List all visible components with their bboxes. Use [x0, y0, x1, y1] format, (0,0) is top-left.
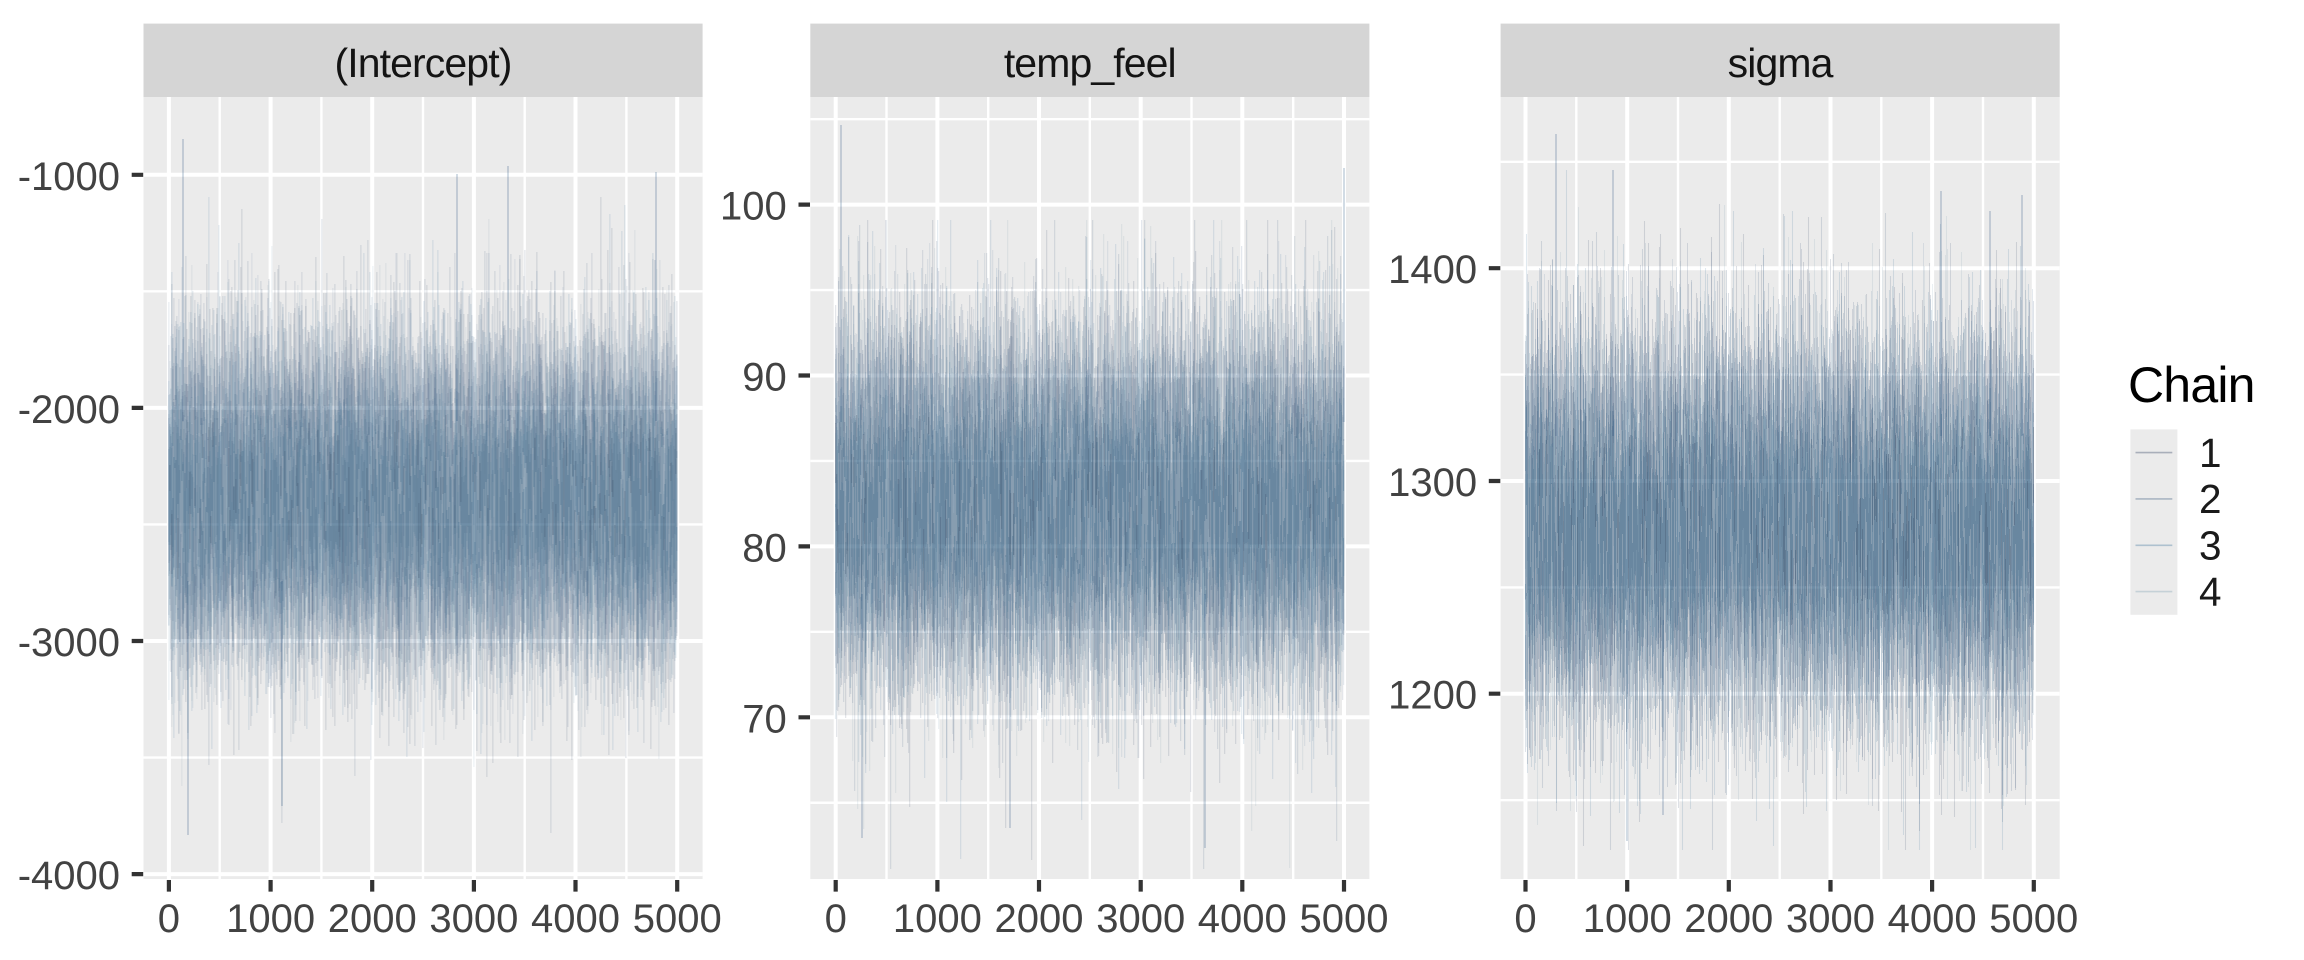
svg-text:2: 2	[2199, 476, 2222, 522]
svg-text:(Intercept): (Intercept)	[335, 40, 512, 86]
svg-text:100: 100	[720, 185, 787, 229]
svg-text:5000: 5000	[1989, 897, 2078, 941]
svg-text:1400: 1400	[1388, 248, 1477, 292]
svg-text:70: 70	[742, 697, 787, 741]
svg-text:1300: 1300	[1388, 461, 1477, 505]
svg-text:1000: 1000	[1583, 897, 1672, 941]
svg-text:1: 1	[2199, 430, 2222, 476]
svg-text:5000: 5000	[633, 897, 722, 941]
svg-text:3000: 3000	[1786, 897, 1875, 941]
svg-text:1000: 1000	[893, 897, 982, 941]
svg-text:-4000: -4000	[18, 854, 120, 898]
svg-text:3000: 3000	[429, 897, 518, 941]
svg-text:0: 0	[158, 897, 180, 941]
svg-text:4000: 4000	[1198, 897, 1287, 941]
svg-text:1200: 1200	[1388, 674, 1477, 718]
svg-text:-2000: -2000	[18, 388, 120, 432]
svg-text:-1000: -1000	[18, 155, 120, 199]
svg-text:2000: 2000	[995, 897, 1084, 941]
svg-text:2000: 2000	[1684, 897, 1773, 941]
svg-text:80: 80	[742, 526, 787, 570]
svg-text:0: 0	[825, 897, 847, 941]
svg-text:4000: 4000	[1888, 897, 1977, 941]
svg-text:temp_feel: temp_feel	[1004, 40, 1176, 86]
svg-text:4000: 4000	[531, 897, 620, 941]
svg-text:2000: 2000	[328, 897, 417, 941]
svg-text:5000: 5000	[1300, 897, 1389, 941]
svg-text:3000: 3000	[1096, 897, 1185, 941]
svg-text:1000: 1000	[226, 897, 315, 941]
svg-text:90: 90	[742, 356, 787, 400]
svg-text:3: 3	[2199, 523, 2222, 569]
svg-text:sigma: sigma	[1728, 40, 1834, 86]
svg-text:Chain: Chain	[2128, 357, 2255, 413]
svg-text:0: 0	[1514, 897, 1536, 941]
svg-text:4: 4	[2199, 569, 2222, 615]
svg-text:-3000: -3000	[18, 621, 120, 665]
